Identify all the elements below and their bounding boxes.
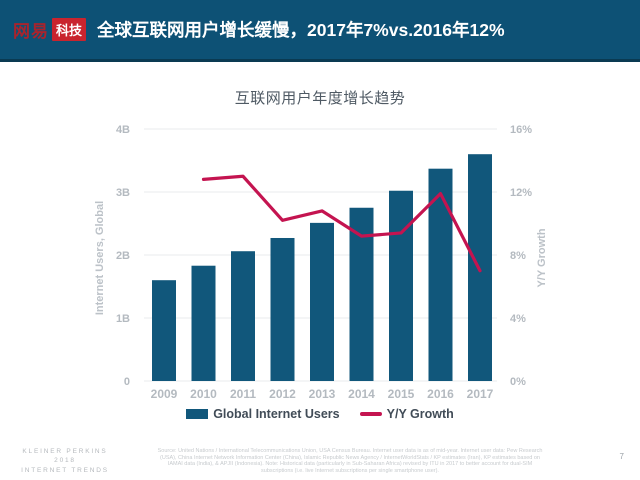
left-tick-label: 3B — [116, 187, 130, 199]
chart-legend: Global Internet Users Y/Y Growth — [0, 405, 640, 423]
legend-item-yy-growth: Y/Y Growth — [359, 407, 454, 421]
left-tick-label: 2B — [116, 250, 130, 262]
x-axis-label-2009: 2009 — [151, 387, 178, 401]
bar-2009 — [152, 280, 176, 381]
left-axis-title: Internet Users, Global — [94, 201, 106, 315]
bar-2013 — [310, 222, 334, 381]
x-axis-label-2017: 2017 — [467, 387, 494, 401]
header-banner: 网易 科技 全球互联网用户增长缓慢，2017年7%vs.2016年12% — [0, 0, 640, 62]
left-tick-label: 4B — [116, 124, 130, 136]
x-axis-label-2010: 2010 — [190, 387, 217, 401]
right-tick-label: 8% — [510, 250, 526, 262]
bar-2015 — [389, 190, 413, 381]
right-tick-label: 0% — [510, 376, 526, 388]
line-series-label: Y/Y Growth — [386, 407, 454, 421]
article-title: 全球互联网用户增长缓慢，2017年7%vs.2016年12% — [97, 20, 505, 40]
x-axis-label-2011: 2011 — [230, 387, 256, 401]
source-note: Source: United Nations / International T… — [157, 448, 543, 475]
bar-2010 — [191, 265, 216, 381]
right-tick-label: 16% — [510, 124, 532, 136]
right-tick-label: 4% — [510, 313, 526, 325]
line-series-swatch — [359, 412, 382, 416]
kleiner-perkins-branding: KLEINER PERKINS 2018 INTERNET TRENDS — [14, 447, 116, 475]
right-tick-label: 12% — [510, 187, 532, 199]
bar-2016 — [428, 168, 453, 381]
x-axis-label-2013: 2013 — [309, 387, 336, 401]
left-tick-label: 1B — [116, 313, 130, 325]
chart-title: 互联网用户年度增长趋势 — [234, 90, 406, 107]
bar-series-label: Global Internet Users — [213, 407, 340, 421]
bar-2014 — [349, 207, 374, 381]
yy-growth-line — [201, 174, 482, 273]
left-tick-label: 0 — [124, 376, 130, 388]
brand-line-1: KLEINER PERKINS — [22, 448, 108, 455]
x-axis-label-2015: 2015 — [388, 387, 415, 401]
chart-svg: 0 0% 1B 4% 2B 8% 3B 12% 4B 16% Internet Users, Glo… — [94, 124, 548, 401]
x-axis-label-2016: 2016 — [427, 387, 454, 401]
legend-item-internet-users: Global Internet Users — [186, 407, 340, 421]
brand-line-3: INTERNET TRENDS — [21, 466, 109, 474]
netease-logo-text: 网易 — [13, 22, 49, 41]
bar-2012 — [270, 237, 295, 381]
right-axis-title: Y/Y Growth — [536, 228, 548, 287]
bar-series-swatch — [186, 409, 209, 419]
brand-line-2: 2018 — [54, 457, 76, 465]
bar-2011 — [231, 251, 255, 381]
tech-logo-badge: 科技 — [52, 18, 87, 41]
netease-tech-logo: 网易 科技 — [13, 17, 87, 42]
x-axis-label-2012: 2012 — [269, 387, 296, 401]
page-number: 7 — [619, 452, 624, 461]
x-axis-label-2014: 2014 — [348, 387, 375, 401]
